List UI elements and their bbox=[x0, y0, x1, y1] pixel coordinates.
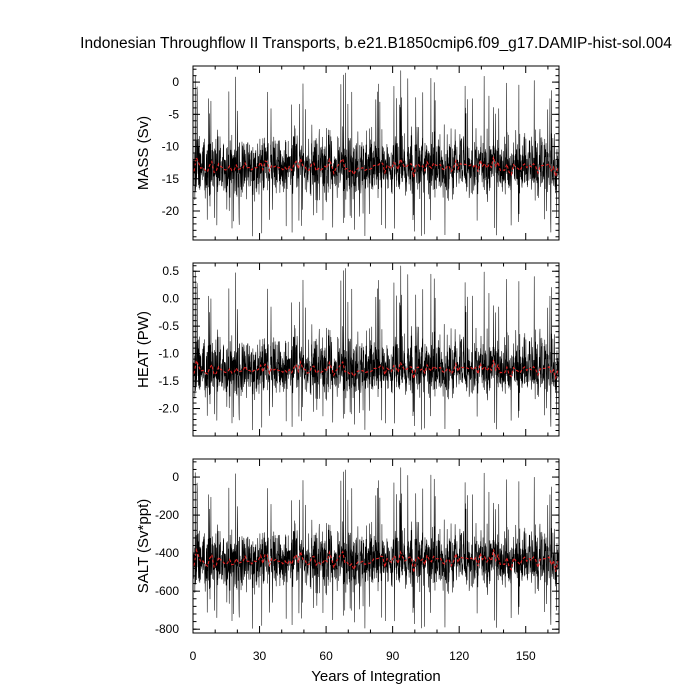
chart-title: Indonesian Throughflow II Transports, b.… bbox=[80, 35, 672, 52]
series-monthly-panel-1 bbox=[192, 70, 560, 237]
panel-1: 0 -5 -10 -15 -20 MASS (Sv) bbox=[135, 65, 560, 241]
x-tick-label: 90 bbox=[386, 649, 400, 663]
x-tick-label: 60 bbox=[319, 649, 333, 663]
y-tick-label: -10 bbox=[162, 140, 180, 154]
y-tick-label: -600 bbox=[155, 584, 179, 598]
y-axis-label-3: SALT (Sv*ppt) bbox=[135, 499, 152, 593]
series-annual-panel-2 bbox=[193, 358, 559, 380]
plot-frame-2 bbox=[192, 262, 560, 437]
y-tick-label: -15 bbox=[162, 172, 180, 186]
panels: 0 -5 -10 -15 -20 MASS (Sv) 0.5 0.0 -0.5 -1.0 -1.5 -… bbox=[135, 65, 560, 663]
y-tick-label: -800 bbox=[155, 622, 179, 636]
y-tick-label: 0 bbox=[172, 470, 179, 484]
y-tick-label: 0.0 bbox=[162, 292, 179, 306]
series-annual-panel-3 bbox=[193, 547, 559, 573]
series-monthly-panel-3 bbox=[192, 467, 560, 629]
panel-2: 0.5 0.0 -0.5 -1.0 -1.5 -2.0 HEAT (PW) bbox=[135, 262, 560, 437]
x-tick-label: 150 bbox=[516, 649, 536, 663]
series-annual-panel-1 bbox=[193, 155, 559, 178]
x-tick-label: 120 bbox=[449, 649, 469, 663]
panel-3: 0 -200 -400 -600 -800 SALT (Sv*ppt) bbox=[135, 458, 560, 636]
y-tick-label: -5 bbox=[168, 107, 179, 121]
series-monthly-panel-2 bbox=[192, 265, 560, 431]
x-axis-label: Years of Integration bbox=[311, 668, 441, 685]
y-tick-label: -1.5 bbox=[158, 374, 179, 388]
y-tick-label: -20 bbox=[162, 204, 180, 218]
y-tick-label: 0.5 bbox=[162, 264, 179, 278]
y-tick-label: 0 bbox=[172, 75, 179, 89]
x-tick-label: 0 bbox=[190, 649, 197, 663]
y-tick-label: -400 bbox=[155, 546, 179, 560]
y-axis-label-1: MASS (Sv) bbox=[135, 116, 152, 190]
x-tick-label: 30 bbox=[253, 649, 267, 663]
y-tick-label: -2.0 bbox=[158, 402, 179, 416]
y-tick-label: -200 bbox=[155, 508, 179, 522]
y-tick-label: -0.5 bbox=[158, 319, 179, 333]
y-tick-label: -1.0 bbox=[158, 347, 179, 361]
y-axis-label-2: HEAT (PW) bbox=[135, 311, 152, 388]
